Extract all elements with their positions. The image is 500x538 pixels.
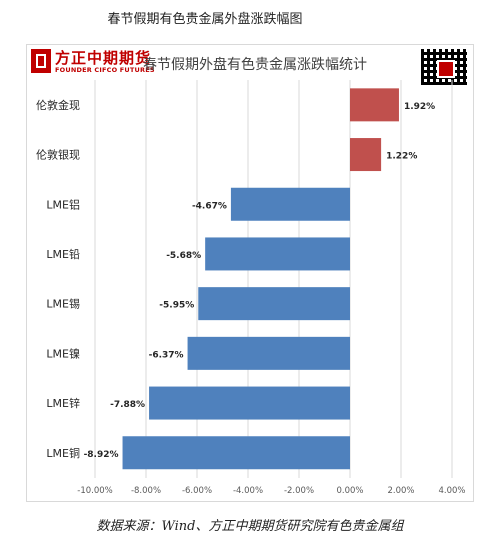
x-tick-label-3: -4.00% (233, 486, 263, 496)
x-tick-label-6: 2.00% (387, 486, 414, 496)
x-tick-label-0: -10.00% (77, 486, 112, 496)
source-note: 数据来源：Wind、方正中期期货研究院有色贵金属组 (96, 519, 404, 534)
category-label-7: LME铜 (46, 446, 80, 460)
bar-2 (230, 187, 350, 221)
value-label-3: -5.68% (166, 251, 201, 261)
value-label-0: 1.92% (404, 102, 435, 112)
bar-0 (350, 88, 399, 122)
document-caption: 春节假期有色贵金属外盘涨跌幅图 (107, 12, 303, 27)
category-label-0: 伦敦金现 (36, 98, 80, 112)
company-logo-english: FOUNDER CIFCO FUTURES (55, 66, 155, 74)
x-tick-label-2: -6.00% (182, 486, 212, 496)
category-label-2: LME铝 (46, 197, 80, 211)
category-label-5: LME镍 (46, 346, 80, 360)
value-label-6: -7.88% (110, 400, 145, 410)
chart-title: 春节假期外盘有色贵金属涨跌幅统计 (143, 57, 367, 73)
value-label-1: 1.22% (386, 152, 417, 162)
qr-code-icon (421, 49, 467, 85)
bar-6 (149, 386, 350, 420)
bar-1 (350, 138, 382, 172)
category-label-3: LME铅 (46, 247, 80, 261)
company-logo-name: 方正中期期货 (55, 49, 152, 67)
bar-4 (198, 287, 350, 321)
category-label-6: LME锌 (46, 396, 80, 410)
x-tick-label-4: -2.00% (284, 486, 314, 496)
x-tick-label-1: -8.00% (131, 486, 161, 496)
category-label-1: 伦敦银现 (36, 148, 80, 162)
company-logo-icon (31, 49, 51, 73)
bar-5 (187, 336, 350, 370)
chart-panel: 方正中期期货 FOUNDER CIFCO FUTURES 春节假期外盘有色贵金属… (26, 44, 474, 502)
category-label-4: LME锡 (46, 297, 80, 311)
value-label-7: -8.92% (84, 450, 119, 460)
x-tick-label-5: 0.00% (336, 486, 363, 496)
value-label-5: -6.37% (149, 350, 184, 360)
bar-7 (122, 436, 350, 470)
bar-3 (205, 237, 350, 271)
value-label-4: -5.95% (159, 301, 194, 311)
value-label-2: -4.67% (192, 201, 227, 211)
x-tick-label-7: 4.00% (438, 486, 465, 496)
